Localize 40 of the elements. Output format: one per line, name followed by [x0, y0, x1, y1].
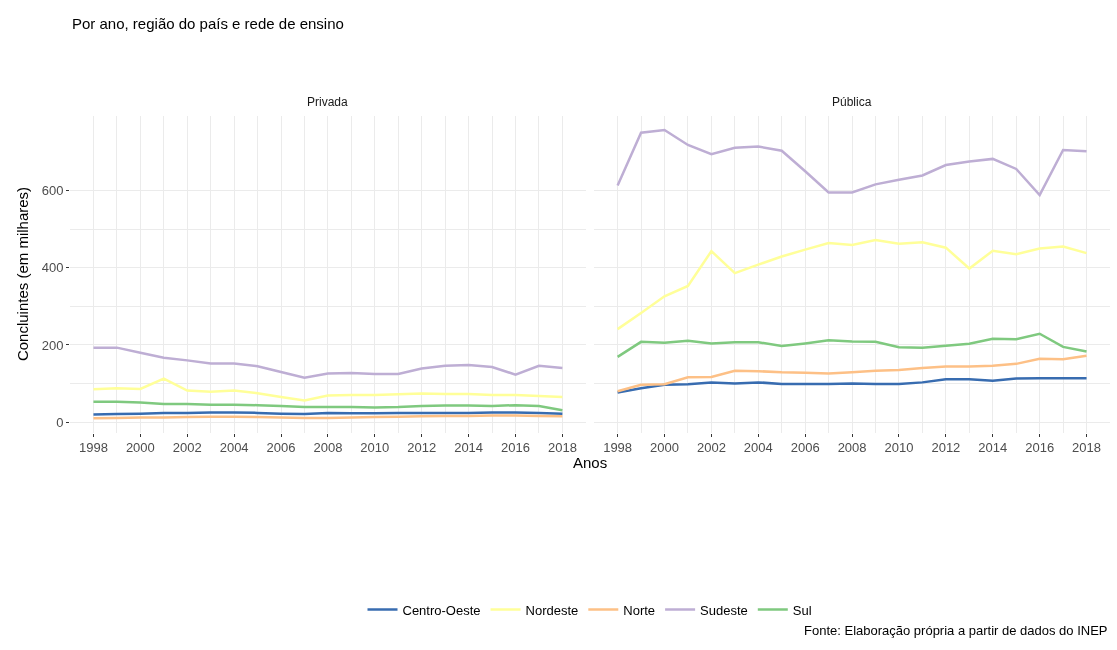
y-tick-label: 0	[56, 414, 64, 430]
y-tick-label: 600	[41, 183, 64, 199]
chart-title: Por ano, região do país e rede de ensino	[72, 15, 344, 32]
line-series	[92, 377, 564, 402]
legend-label: Norte	[623, 602, 656, 618]
x-tick-label: 2018	[547, 440, 577, 456]
line-series	[92, 346, 564, 379]
x-axis-title: Anos	[573, 454, 608, 471]
x-tick-label: 2006	[790, 440, 820, 456]
y-tick-label: 400	[41, 260, 64, 276]
x-tick-label: 1998	[603, 440, 633, 456]
x-tick-label: 2014	[454, 440, 484, 456]
y-axis-title: Concluintes (em milhares)	[13, 186, 31, 362]
legend-label: Sul	[792, 602, 812, 618]
x-tick-label: 2000	[125, 440, 155, 456]
x-tick-label: 2016	[501, 440, 530, 456]
chart-subtitle: Privada	[307, 95, 349, 109]
x-tick-label: 2012	[407, 440, 437, 456]
x-tick-label: 2014	[978, 440, 1008, 456]
source-note: Fonte: Elaboração própria a partir de dados do INEP	[804, 623, 1108, 638]
x-tick-label: 2004	[219, 440, 249, 456]
legend-label: Centro-Oeste	[402, 602, 481, 618]
x-tick-label: 2008	[313, 440, 343, 456]
x-tick-label: 2016	[1025, 440, 1055, 456]
x-tick-label: 2010	[884, 440, 914, 456]
chart-subtitle: Pública	[832, 95, 872, 109]
x-tick-label: 2008	[837, 440, 867, 456]
x-tick-label: 2012	[931, 440, 961, 456]
y-tick-label: 200	[41, 337, 64, 353]
x-tick-label: 2000	[650, 440, 679, 456]
x-tick-label: 2018	[1072, 440, 1102, 456]
x-tick-label: 2010	[360, 440, 390, 456]
x-tick-label: 2002	[172, 440, 202, 456]
x-tick-label: 2006	[266, 440, 296, 456]
x-tick-label: 2004	[743, 440, 773, 456]
legend-label: Sudeste	[700, 602, 748, 618]
line-series	[92, 400, 564, 412]
legend-label: Nordeste	[525, 602, 579, 618]
x-tick-label: 1998	[78, 440, 108, 456]
x-tick-label: 2002	[696, 440, 726, 456]
